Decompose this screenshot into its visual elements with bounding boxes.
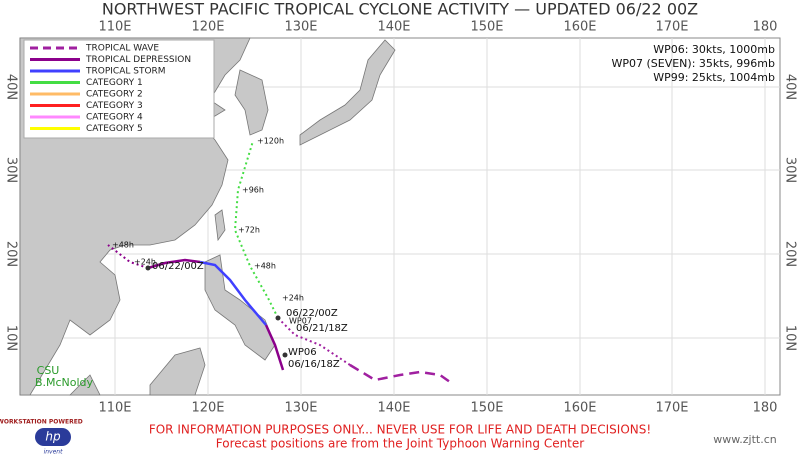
lon-label: 120E <box>191 401 224 416</box>
track-label: +72h <box>238 226 260 235</box>
wp06-track-depression <box>264 324 285 371</box>
lat-label: 30N <box>4 157 19 183</box>
credit-author: B.McNoldy <box>35 376 94 389</box>
footer-line: Forecast positions are from the Joint Ty… <box>216 437 584 451</box>
credit-org: CSU <box>37 364 60 377</box>
lon-label: 170E <box>655 20 688 35</box>
lon-label: 150E <box>470 401 503 416</box>
legend-label: CATEGORY 3 <box>86 101 143 111</box>
legend-label: CATEGORY 1 <box>86 78 143 88</box>
lon-label: 120E <box>191 20 224 35</box>
lon-label: 140E <box>377 20 410 35</box>
wp06-track-depression-late <box>147 258 201 270</box>
wp99-wave <box>349 363 451 384</box>
lon-label: 180 <box>753 20 778 35</box>
track-label: +24h <box>134 258 156 267</box>
logo-tagline: WORKSTATION POWERED <box>0 419 83 426</box>
storm-info: WP07 (SEVEN): 35kts, 996mb <box>611 57 775 70</box>
svg-text:hp: hp <box>45 430 61 444</box>
legend-label: CATEGORY 4 <box>86 113 143 123</box>
position-dot <box>282 352 288 358</box>
lon-label: 130E <box>284 20 317 35</box>
legend-label: CATEGORY 2 <box>86 90 143 100</box>
track-label: +120h <box>257 137 284 146</box>
lon-label: 160E <box>563 401 596 416</box>
lon-label: 150E <box>470 20 503 35</box>
lat-label: 40N <box>4 74 19 100</box>
track-label: +48h <box>254 262 276 271</box>
track-label: 06/22/00Z <box>286 308 338 319</box>
position-dot <box>145 265 151 271</box>
footer-line: FOR INFORMATION PURPOSES ONLY... NEVER U… <box>149 423 651 437</box>
lon-label: 140E <box>377 401 410 416</box>
tracks <box>107 140 451 384</box>
storm-info: WP99: 25kts, 1004mb <box>653 71 775 84</box>
legend-label: TROPICAL STORM <box>85 67 166 77</box>
track-label: +48h <box>112 241 134 250</box>
map-title: NORTHWEST PACIFIC TROPICAL CYCLONE ACTIV… <box>102 0 698 19</box>
lon-label: 110E <box>98 20 131 35</box>
track-label: +96h <box>242 186 264 195</box>
track-label: WP06 <box>288 347 317 358</box>
track-label: WP07 <box>289 317 312 326</box>
legend-label: CATEGORY 5 <box>86 124 143 134</box>
lat-label: 30N <box>783 157 798 183</box>
wp07-forecast <box>233 140 279 319</box>
lon-label: 130E <box>284 401 317 416</box>
wp07-past <box>277 317 351 366</box>
track-label: 06/16/18Z <box>288 359 340 370</box>
lat-label: 10N <box>4 325 19 351</box>
lat-label: 40N <box>783 74 798 100</box>
lat-label: 20N <box>783 241 798 267</box>
lon-label: 180 <box>753 401 778 416</box>
track-label: +24h <box>282 294 304 303</box>
storm-info: WP06: 30kts, 1000mb <box>653 43 775 56</box>
legend-label: TROPICAL DEPRESSION <box>85 55 191 65</box>
lon-label: 160E <box>563 20 596 35</box>
track-label: 06/21/18Z <box>296 323 348 334</box>
watermark: www.zjtt.cn <box>713 433 776 446</box>
lon-label: 170E <box>655 401 688 416</box>
wp06-forecast <box>107 244 149 269</box>
legend-box <box>23 39 215 139</box>
lat-label: 20N <box>4 241 19 267</box>
lat-label: 10N <box>783 325 798 351</box>
track-label: 06/22/00Z <box>152 261 204 272</box>
logo-brand: invent <box>44 449 64 456</box>
lon-label: 110E <box>98 401 131 416</box>
legend-label: TROPICAL WAVE <box>85 44 159 54</box>
hp-logo: hp <box>35 428 71 446</box>
wp06-track-storm <box>199 260 267 326</box>
position-dot <box>275 315 281 321</box>
